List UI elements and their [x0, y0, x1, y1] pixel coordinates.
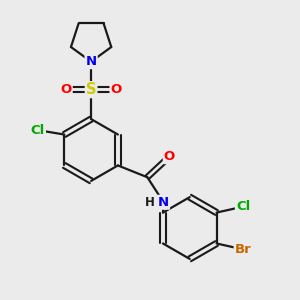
- Text: O: O: [164, 150, 175, 163]
- Text: N: N: [85, 55, 97, 68]
- Text: Cl: Cl: [31, 124, 45, 136]
- Text: H: H: [145, 196, 155, 209]
- Text: S: S: [86, 82, 96, 97]
- Text: Cl: Cl: [236, 200, 250, 213]
- Text: Br: Br: [235, 243, 251, 256]
- Text: N: N: [158, 196, 169, 209]
- Text: O: O: [61, 83, 72, 96]
- Text: O: O: [110, 83, 122, 96]
